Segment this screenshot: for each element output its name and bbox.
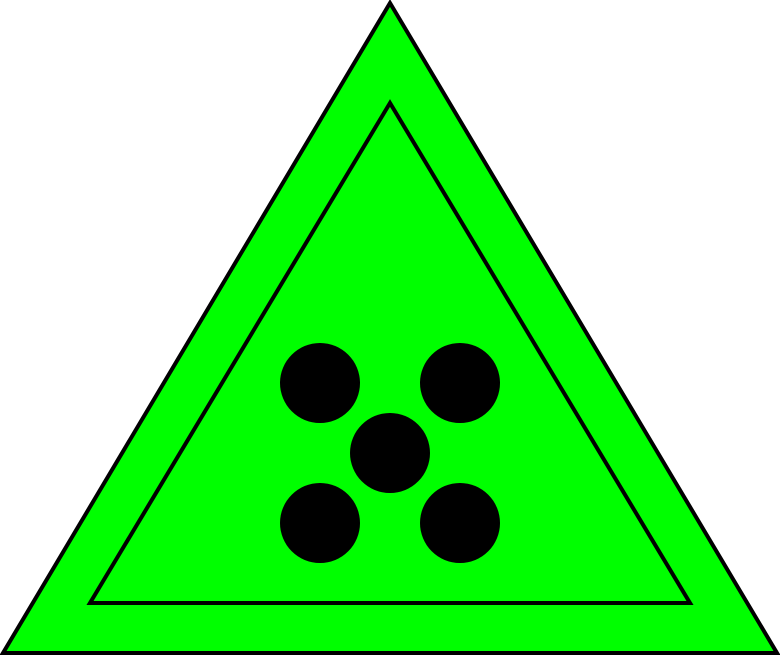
inner-triangle — [86, 99, 694, 605]
pip-top-left — [280, 343, 360, 423]
pip-bottom-left — [280, 483, 360, 563]
pip-bottom-right — [420, 483, 500, 563]
pip-top-right — [420, 343, 500, 423]
pip-group — [280, 343, 500, 563]
pip-center — [350, 413, 430, 493]
